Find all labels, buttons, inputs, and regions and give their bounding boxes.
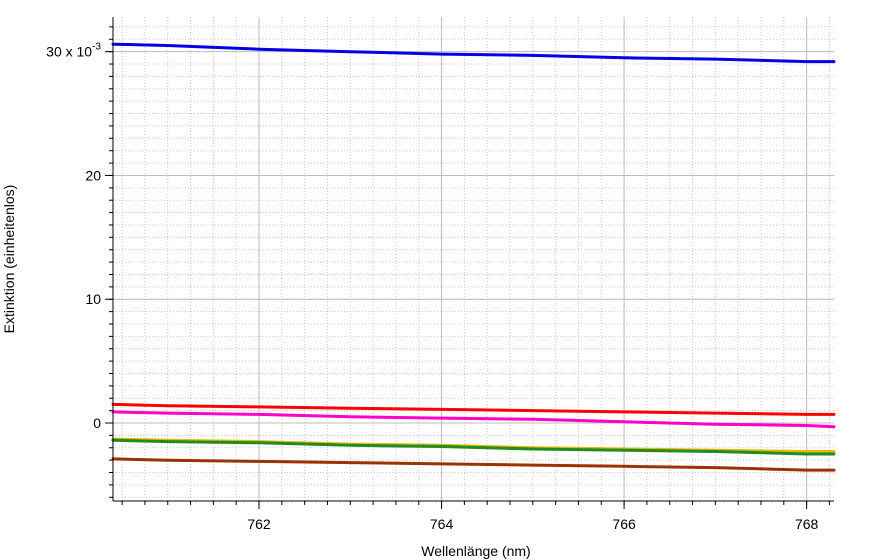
x-tick-label: 764 [430,516,454,532]
series-line-1 [111,42,836,64]
y-ticks: 0 10 20 30 x 10-3 [46,26,113,498]
x-ticks: 762 764 766 768 [121,501,830,532]
x-axis-title: Wellenlänge (nm) [421,543,530,559]
axes [112,17,834,502]
y-axis-title: Extinktion (einheitenlos) [1,185,17,334]
series-line-6 [111,457,836,472]
series-line-3 [111,410,836,429]
series-line-2 [111,402,836,416]
x-tick-label: 766 [612,516,636,532]
y-tick-label: 10 [85,291,101,307]
y-tick-label: 0 [93,415,101,431]
x-tick-label: 762 [247,516,271,532]
y-tick-label: 30 x 10-3 [46,42,101,60]
x-tick-label: 768 [795,516,819,532]
y-tick-label: 20 [85,167,101,183]
major-grid [113,17,834,501]
minor-grid [113,17,834,501]
series-layer [111,42,836,472]
y-exponent-label: -3 [92,42,101,53]
series-line-5 [111,438,836,456]
plot-background [113,17,834,501]
